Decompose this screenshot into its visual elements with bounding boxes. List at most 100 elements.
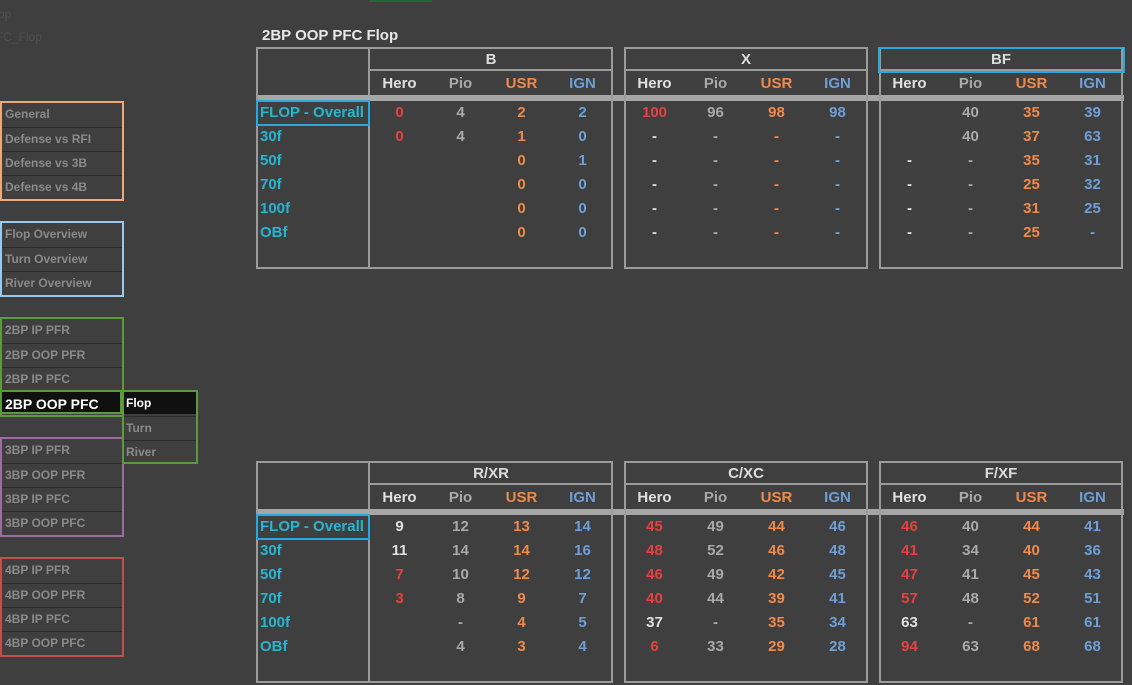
bottom-table-data-cell: 6: [650, 638, 659, 655]
nav-tab-3bp-oop-pfc[interactable]: 3BP OOP PFC: [2, 511, 122, 533]
nav-tab-2bp-ip-pfc[interactable]: 2BP IP PFC: [2, 367, 122, 389]
top-table-column-header-usr: USR: [1015, 75, 1048, 92]
top-table-data-cell: -: [774, 128, 779, 145]
bottom-table-data-cell: 14: [452, 542, 469, 559]
top-table-data-cell: 96: [707, 104, 724, 121]
nav-tab-defense-vs-3b[interactable]: Defense vs 3B: [2, 151, 122, 173]
top-table-row-label: 50f: [260, 152, 282, 169]
bottom-table-data-cell: -: [713, 614, 718, 631]
bottom-table-group-header: R/XR: [473, 465, 509, 482]
bottom-table-data-cell: 36: [1084, 542, 1101, 559]
nav-tab-2bp-ip-pfr[interactable]: 2BP IP PFR: [5, 323, 70, 337]
bottom-table-data-cell: 4: [578, 638, 587, 655]
bottom-table-selected-cell[interactable]: [256, 514, 370, 540]
bf-header-selected[interactable]: [878, 47, 1125, 73]
bottom-table-data-cell: 49: [707, 518, 724, 535]
bottom-table-column-header-hero: Hero: [892, 489, 927, 506]
nav-tab-3bp-oop-pfr[interactable]: 3BP OOP PFR: [2, 463, 122, 485]
top-table-data-cell: 1: [578, 152, 587, 169]
bottom-table-label-column: [256, 461, 370, 683]
top-table-data-cell: [430, 199, 491, 219]
top-table-group-frame: [624, 47, 868, 269]
top-table-data-cell: -: [774, 176, 779, 193]
top-table-data-cell: 40: [962, 128, 979, 145]
bottom-table-data-cell: 57: [901, 590, 918, 607]
bottom-table-data-cell: 41: [901, 542, 918, 559]
top-table-data-cell: -: [907, 176, 912, 193]
bottom-table-data-cell: 34: [829, 614, 846, 631]
bottom-table-data-cell: 44: [707, 590, 724, 607]
top-table-column-header-usr: USR: [760, 75, 793, 92]
top-table-data-cell: -: [835, 176, 840, 193]
nav-tab-4bp-ip-pfr[interactable]: 4BP IP PFR: [5, 563, 70, 577]
top-table-data-cell: [430, 223, 491, 243]
bottom-table-data-cell: 48: [829, 542, 846, 559]
nav-tab-3bp-ip-pfc[interactable]: 3BP IP PFC: [2, 487, 122, 509]
nav-tab-2bp-oop-pfc-active[interactable]: 2BP OOP PFC: [0, 390, 122, 414]
nav-tab-defense-vs-4b[interactable]: Defense vs 4B: [2, 175, 122, 197]
top-table-data-cell: -: [1090, 224, 1095, 241]
nav-tab-turn-overview[interactable]: Turn Overview: [2, 247, 122, 269]
nav-tab-general[interactable]: General: [5, 107, 50, 121]
bottom-table-row-label: 50f: [260, 566, 282, 583]
top-table-column-header-pio: Pio: [448, 75, 473, 92]
nav-tab-2bp-oop-pfr[interactable]: 2BP OOP PFR: [2, 343, 122, 365]
top-table-data-cell: -: [774, 152, 779, 169]
nav-subtab-river[interactable]: River: [124, 440, 196, 462]
top-table-data-cell: 0: [517, 152, 526, 169]
top-table-group-header-rule: [369, 69, 613, 71]
bottom-table-data-cell: 34: [962, 542, 979, 559]
top-table-group-header-rule: [624, 69, 868, 71]
top-table-data-cell: [430, 151, 491, 171]
top-table-data-cell: 4: [456, 128, 465, 145]
top-table-data-cell: -: [713, 176, 718, 193]
bottom-table-data-cell: 63: [901, 614, 918, 631]
nav-subtab-flop[interactable]: Flop: [124, 392, 196, 414]
bottom-table-data-cell: 40: [962, 518, 979, 535]
nav-subtab-turn[interactable]: Turn: [124, 416, 196, 438]
nav-group-2bp-oop-pfc-streets: [122, 390, 198, 464]
bottom-table-data-cell: 9: [517, 590, 526, 607]
top-table-data-cell: 25: [1023, 224, 1040, 241]
top-table-data-cell: [879, 127, 940, 147]
top-table-column-header-ign: IGN: [1079, 75, 1106, 92]
bottom-table-data-cell: 61: [1084, 614, 1101, 631]
top-table-data-cell: -: [835, 200, 840, 217]
bottom-table-data-cell: 63: [962, 638, 979, 655]
bottom-table-data-cell: 44: [1023, 518, 1040, 535]
bottom-table-data-cell: 10: [452, 566, 469, 583]
nav-group-general: [0, 101, 124, 201]
bottom-table-data-cell: 4: [517, 614, 526, 631]
top-table-group-gap: [614, 47, 616, 269]
bottom-table-data-cell: 9: [395, 518, 404, 535]
top-table-row-label: 70f: [260, 176, 282, 193]
bottom-table-data-cell: 41: [962, 566, 979, 583]
nav-tab-flop-overview[interactable]: Flop Overview: [5, 227, 88, 241]
bottom-table-data-cell: 43: [1084, 566, 1101, 583]
nav-tab-river-overview[interactable]: River Overview: [2, 271, 122, 293]
bottom-table-data-cell: 45: [829, 566, 846, 583]
top-table-selected-cell[interactable]: [256, 100, 370, 126]
nav-group-overview: [0, 221, 124, 297]
bottom-table-data-cell: 5: [578, 614, 587, 631]
top-table-column-header-ign: IGN: [824, 75, 851, 92]
top-table-data-cell: 0: [517, 200, 526, 217]
top-table-data-cell: 35: [1023, 152, 1040, 169]
nav-tab-4bp-oop-pfr[interactable]: 4BP OOP PFR: [2, 583, 122, 605]
bottom-table-column-header-hero: Hero: [382, 489, 417, 506]
bottom-table-data-cell: 46: [646, 566, 663, 583]
nav-tab-4bp-ip-pfc[interactable]: 4BP IP PFC: [2, 607, 122, 629]
bottom-table-data-cell: [369, 637, 430, 657]
bottom-table-data-cell: 7: [395, 566, 404, 583]
top-table-data-cell: [369, 151, 430, 171]
top-table-data-cell: -: [713, 128, 718, 145]
nav-tab-defense-vs-rfi[interactable]: Defense vs RFI: [2, 127, 122, 149]
bottom-table-column-header-usr: USR: [760, 489, 793, 506]
bottom-table-data-cell: 68: [1084, 638, 1101, 655]
bottom-table-data-cell: 44: [768, 518, 785, 535]
bottom-table-group-header-rule: [879, 483, 1123, 485]
bottom-table-group-header: F/XF: [984, 465, 1018, 482]
nav-tab-3bp-ip-pfr[interactable]: 3BP IP PFR: [5, 443, 70, 457]
nav-tab-4bp-oop-pfc[interactable]: 4BP OOP PFC: [2, 631, 122, 653]
bottom-table-row-label: 100f: [260, 614, 291, 631]
